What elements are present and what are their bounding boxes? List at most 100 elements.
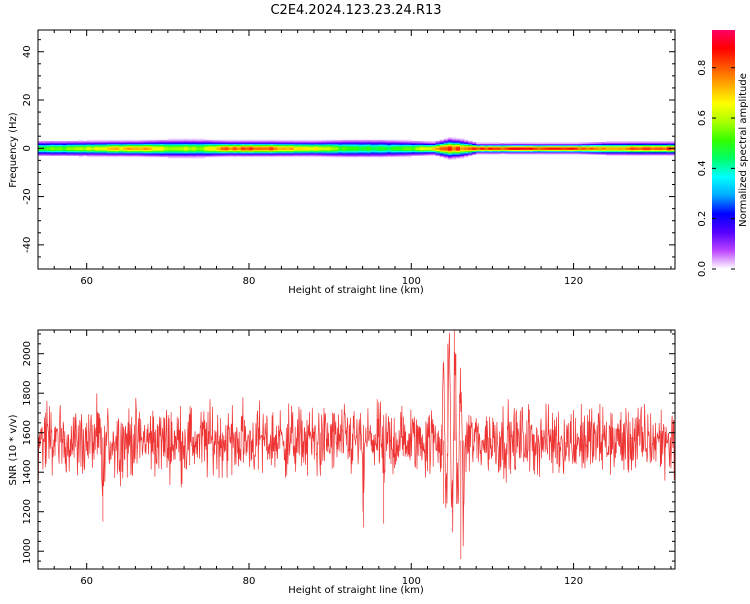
spectrogram-cell [143, 154, 148, 156]
spectrogram-cell [642, 149, 647, 152]
spectrogram-cell [232, 150, 238, 153]
spectrogram-cell [322, 141, 327, 143]
spectrogram-cell [516, 142, 522, 144]
spectrogram-cell [322, 151, 327, 154]
spectrogram-cell [386, 149, 392, 152]
spectrogram-cell [484, 151, 489, 154]
spectrogram-cell [488, 150, 493, 153]
spectrogram-cell [163, 150, 169, 153]
spectrogram-cell [301, 148, 307, 150]
spectrogram-cell [654, 144, 660, 147]
spectrogram-cell [508, 145, 514, 148]
spectrogram-cell [127, 155, 132, 158]
spectrogram-cell [634, 147, 639, 149]
spectrogram-cell [240, 149, 246, 152]
spectrogram-cell [58, 149, 63, 152]
spectrogram-cell [192, 150, 197, 153]
spectrogram-cell [236, 150, 242, 153]
spectrogram-cell [630, 151, 635, 154]
spectrogram-cell [358, 139, 363, 142]
spectrogram-cell [431, 141, 437, 143]
spectrogram-cell [492, 142, 497, 144]
spectrogram-cell [399, 147, 404, 149]
spectrogram-cell [395, 151, 400, 154]
spectrogram-cell [354, 141, 359, 143]
spectrogram-cell [634, 144, 639, 147]
spectrogram-cell [240, 144, 246, 147]
spectrogram-cell [175, 150, 181, 153]
spectrogram-cell [54, 141, 59, 143]
spectrogram-cell [74, 153, 79, 155]
spectrogram-cell [281, 148, 286, 150]
spectrogram-cell [386, 155, 392, 158]
spectrogram-cell [366, 141, 372, 143]
spectrogram-cell [459, 143, 465, 146]
spectrogram-cell [378, 151, 384, 154]
spectrogram-cell [326, 151, 331, 154]
spectrogram-cell [606, 150, 611, 153]
spectrogram-cell [281, 144, 286, 147]
spectrogram-cell [512, 142, 518, 144]
spectrogram-cell [155, 145, 161, 148]
spectrogram-cell [196, 145, 201, 148]
spectrogram-cell [532, 151, 538, 154]
spectrogram-cell [66, 151, 71, 154]
spectrogram-cell [504, 148, 510, 150]
spectrogram-cell [395, 143, 400, 146]
spectrogram-cell [407, 155, 412, 158]
spectrogram-cell [240, 148, 246, 150]
spectrogram-cell [589, 151, 595, 154]
spectrogram-cell [139, 144, 144, 147]
spectrogram-cell [184, 142, 189, 144]
spectrogram-cell [265, 139, 270, 142]
spectrogram-cell [293, 142, 299, 144]
spectrogram-cell [66, 150, 71, 153]
spectrogram-cell [464, 139, 469, 142]
spectrogram-cell [106, 151, 112, 154]
spectrogram-cell [58, 148, 63, 150]
spectrogram-cell [119, 150, 124, 153]
spectrogram-cell [472, 149, 477, 152]
spectrogram-cell [212, 141, 217, 143]
spectrogram-cell [317, 143, 323, 146]
spectrogram-cell [42, 149, 47, 152]
spectrogram-cell [297, 147, 303, 149]
spectrogram-cell [411, 144, 416, 147]
spectrogram-cell [342, 149, 347, 152]
spectrogram-cell [557, 149, 562, 152]
spectrogram-cell [662, 144, 668, 147]
spectrogram-cell [184, 144, 189, 147]
spectrogram-cell [492, 151, 497, 154]
spectrogram-cell [70, 150, 75, 153]
spectrogram-cell [180, 139, 185, 142]
spectrogram-cell [593, 143, 599, 146]
spectrogram-cell [573, 151, 579, 154]
spectrogram-cell [192, 151, 197, 154]
spectrogram-cell [265, 154, 270, 156]
spectrogram-cell [216, 155, 221, 158]
spectrogram-cell [455, 143, 461, 146]
spectrogram-cell [662, 153, 668, 155]
spectrogram-cell [313, 155, 319, 158]
snr-xlabel: Height of straight line (km) [288, 585, 424, 596]
spectrogram-cell [415, 147, 420, 149]
spectrogram-cell [204, 141, 209, 143]
spectrogram-cell [66, 153, 71, 155]
spectrogram-cell [253, 149, 258, 152]
spectrogram-cell [464, 154, 469, 156]
spectrogram-cell [289, 154, 295, 156]
snr-xtick-label: 80 [243, 576, 256, 587]
spectrogram-cell [313, 142, 319, 144]
spectrogram-cell [54, 145, 59, 148]
spectrogram-cell [642, 144, 647, 147]
spectrogram-cell [127, 143, 132, 146]
spectrogram-cell [167, 139, 173, 142]
spectrogram-cell [382, 148, 388, 150]
spectrogram-cell [38, 144, 43, 147]
spectrogram-xtick-label: 100 [402, 276, 421, 287]
spectrogram-cell [261, 149, 266, 152]
spectrogram-cell [175, 141, 181, 143]
spectrogram-cell [248, 153, 254, 155]
spectrogram-cell [395, 155, 400, 158]
spectrogram-cell [585, 153, 591, 155]
